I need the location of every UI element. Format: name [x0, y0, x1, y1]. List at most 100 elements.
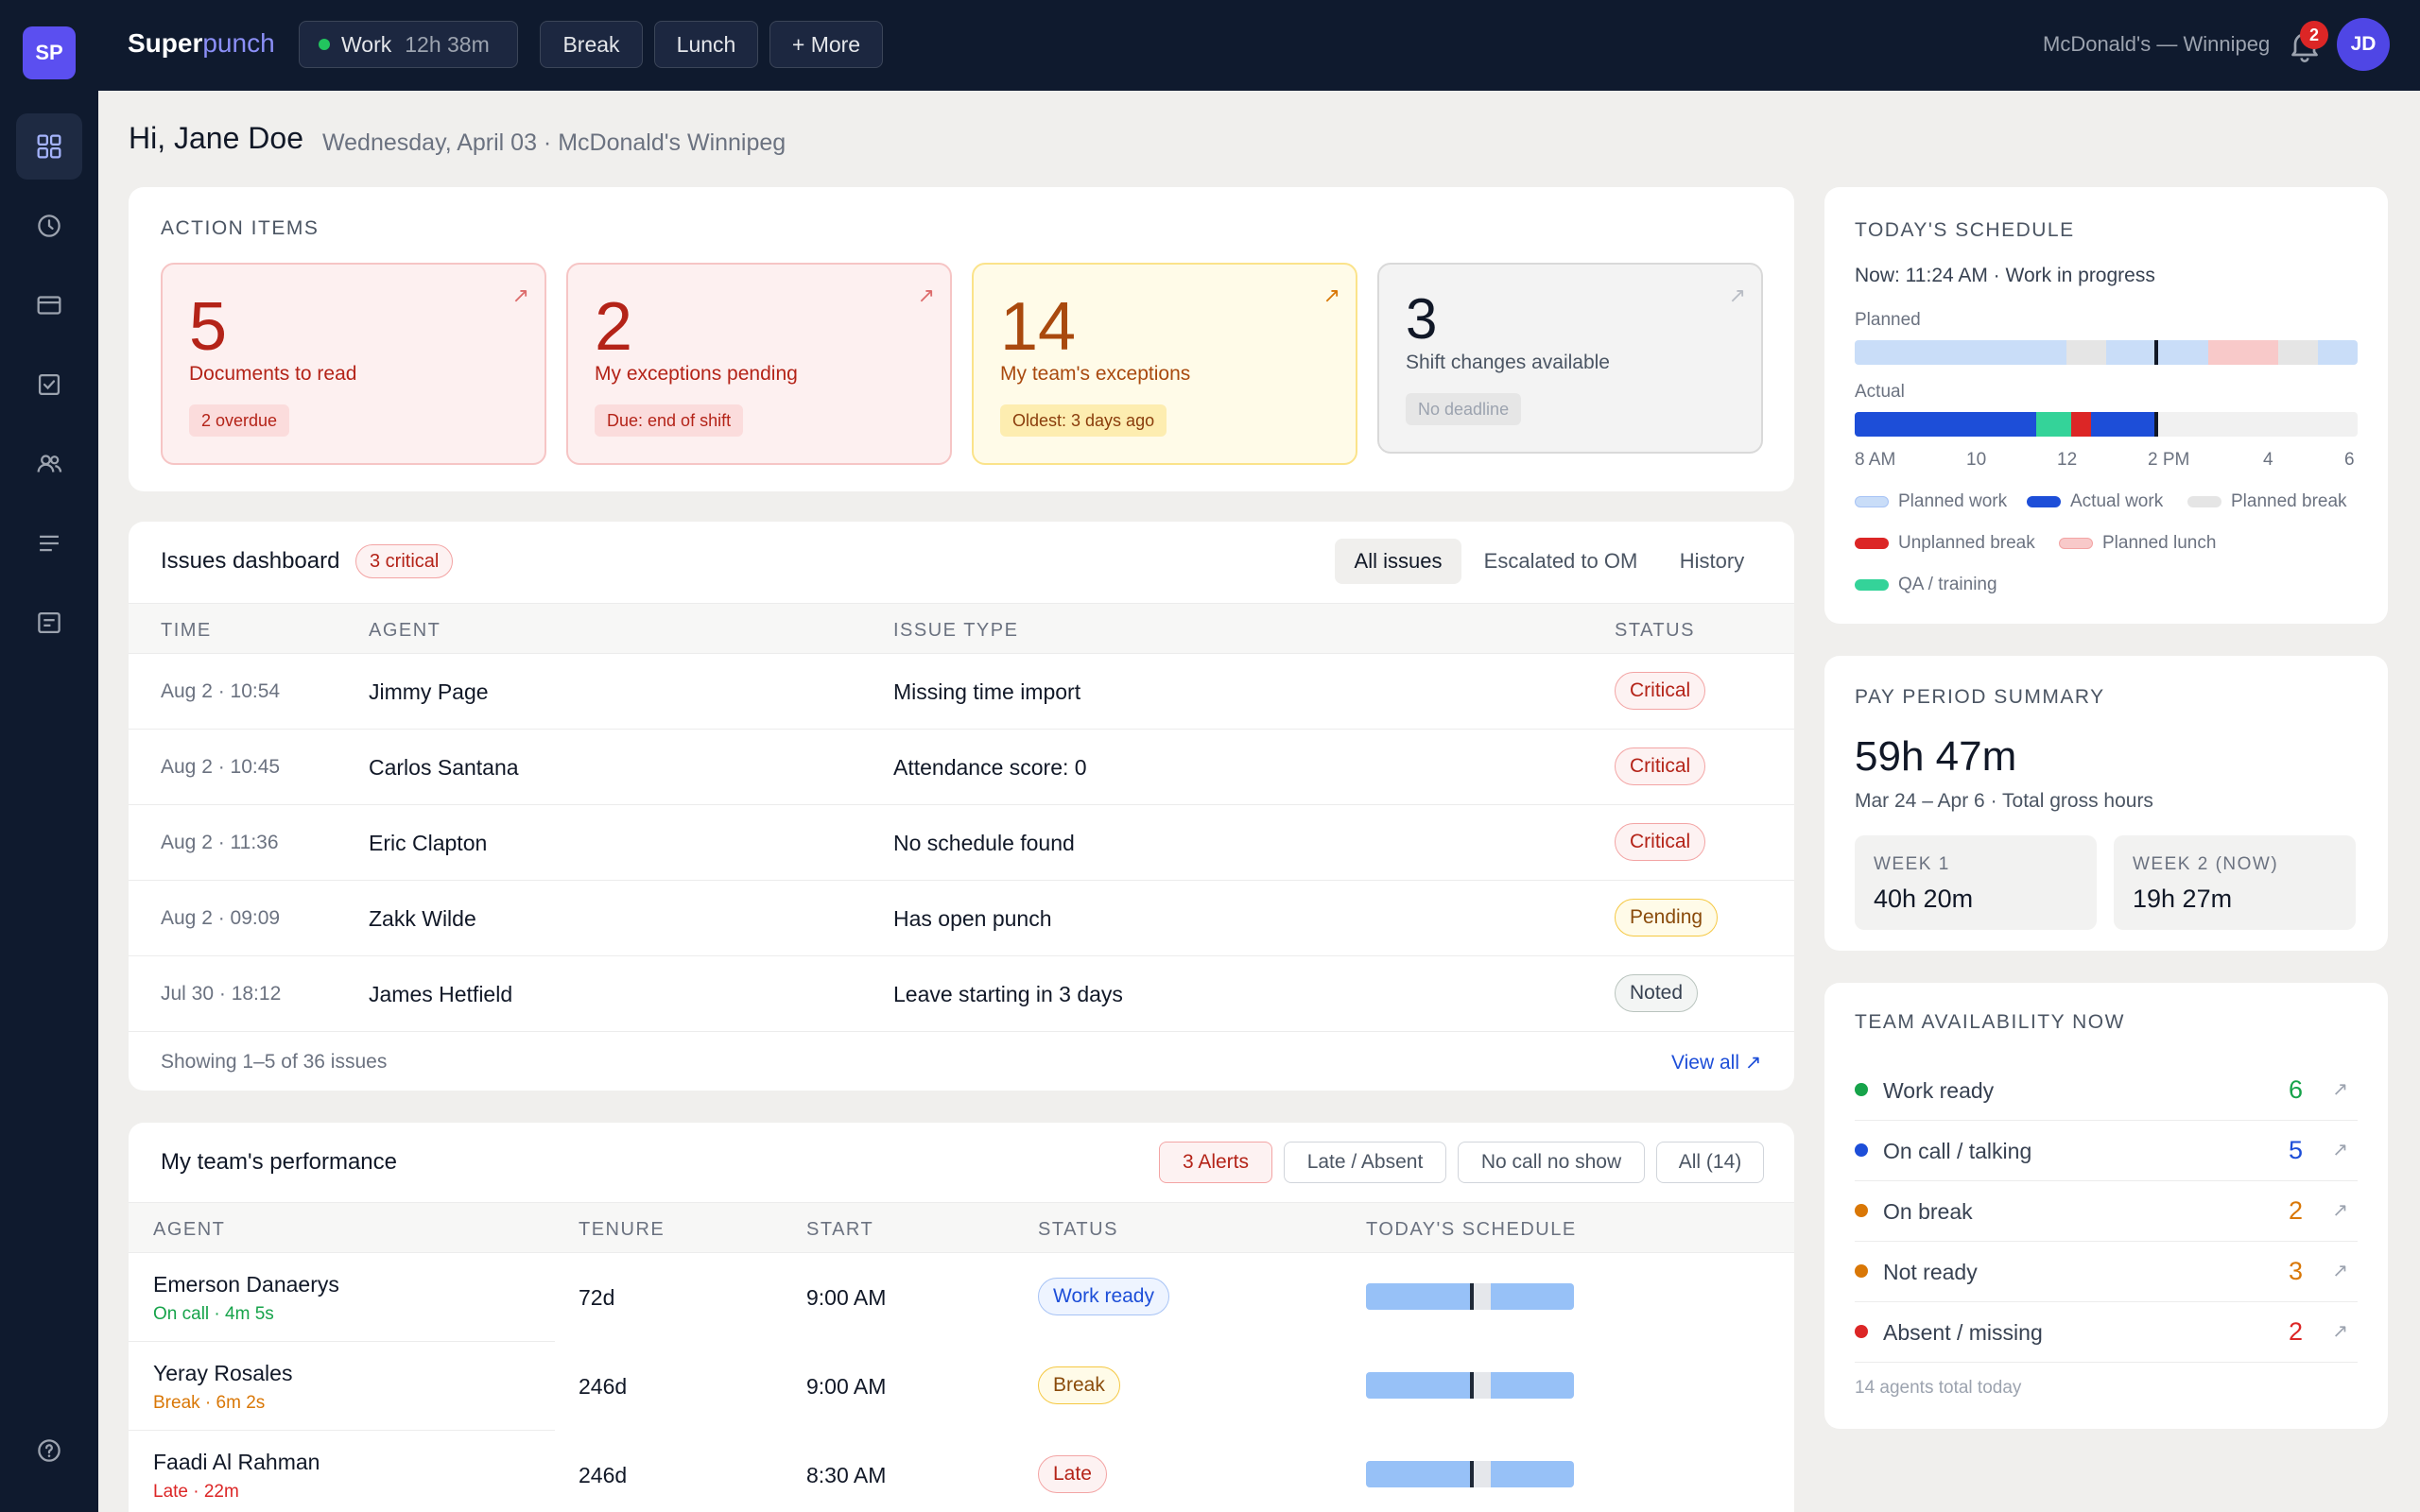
work-duration: 12h 38m: [405, 31, 490, 57]
bar-gap: [1472, 1461, 1491, 1487]
week-label: WEEK 2 (NOW): [2133, 854, 2279, 874]
schedule-mini-bar: [1366, 1372, 1574, 1399]
grid-icon: [37, 134, 61, 159]
card-icon: [37, 296, 61, 315]
filter-late-absent[interactable]: Late / Absent: [1284, 1142, 1446, 1183]
tab-all-issues[interactable]: All issues: [1335, 539, 1461, 584]
legend-swatch: [2027, 496, 2061, 507]
tab-history[interactable]: History: [1679, 549, 1745, 573]
sidebar-item-pay[interactable]: [16, 272, 82, 338]
unplanned-break-segment: [2071, 412, 2091, 437]
availability-title: TEAM AVAILABILITY NOW: [1855, 1011, 2125, 1033]
row-time: Aug 2 · 10:45: [161, 756, 281, 778]
table-row[interactable]: Aug 2 · 10:54 Jimmy Page Missing time im…: [129, 654, 1794, 730]
sidebar-item-help[interactable]: [16, 1418, 82, 1484]
sidebar-item-dashboard[interactable]: [16, 113, 82, 180]
arrow-up-right-icon: ↗: [2332, 1140, 2348, 1160]
row-agent: Carlos Santana: [369, 755, 519, 780]
row-divider: [129, 1030, 1794, 1032]
agent-start: 9:00 AM: [806, 1285, 887, 1310]
shift-changes-tile[interactable]: 3 Shift changes available No deadline ↗: [1377, 263, 1763, 454]
table-row[interactable]: Emerson Danaerys On call · 4m 5s 72d 9:0…: [129, 1253, 1794, 1342]
axis-tick: 4: [2263, 450, 2273, 470]
lunch-button[interactable]: Lunch: [654, 21, 758, 68]
legend-unplanned-break: Unplanned break: [1855, 533, 2035, 554]
arrow-up-right-icon: ↗: [1322, 284, 1340, 307]
arrow-up-right-icon: ↗: [917, 284, 935, 307]
agent-name: Faadi Al Rahman: [153, 1450, 320, 1474]
col-tenure: TENURE: [579, 1219, 666, 1240]
table-row[interactable]: Aug 2 · 11:36 Eric Clapton No schedule f…: [129, 805, 1794, 881]
row-divider: [129, 879, 1794, 881]
filter-alerts[interactable]: 3 Alerts: [1159, 1142, 1272, 1183]
row-agent: James Hetfield: [369, 982, 513, 1006]
tab-escalated[interactable]: Escalated to OM: [1483, 549, 1638, 573]
availability-row-work-ready[interactable]: Work ready 6 ↗: [1855, 1060, 2358, 1121]
my-exceptions-tile[interactable]: 2 My exceptions pending Due: end of shif…: [566, 263, 952, 465]
status-badge: Noted: [1615, 974, 1699, 1012]
view-all-link[interactable]: View all ↗: [1671, 1052, 1762, 1074]
list-icon: [40, 535, 59, 552]
table-row[interactable]: Yeray Rosales Break · 6m 2s 246d 9:00 AM…: [129, 1342, 1794, 1431]
team-exceptions-tile[interactable]: 14 My team's exceptions Oldest: 3 days a…: [972, 263, 1357, 465]
sidebar-item-time[interactable]: [16, 193, 82, 259]
table-row[interactable]: Jul 30 · 18:12 James Hetfield Leave star…: [129, 956, 1794, 1032]
sidebar-item-team[interactable]: [16, 431, 82, 497]
critical-count-badge: 3 critical: [355, 544, 454, 578]
availability-row-not-ready[interactable]: Not ready 3 ↗: [1855, 1242, 2358, 1302]
actual-work-segment: [1855, 412, 2036, 437]
filter-all[interactable]: All (14): [1656, 1142, 1764, 1183]
availability-row-on-break[interactable]: On break 2 ↗: [1855, 1181, 2358, 1242]
app-logo[interactable]: SP: [23, 26, 76, 79]
arrow-up-right-icon: ↗: [2332, 1321, 2348, 1342]
break-button[interactable]: Break: [540, 21, 643, 68]
row-issue: No schedule found: [893, 831, 1075, 855]
agent-start: 8:30 AM: [806, 1463, 887, 1487]
actual-work-segment: [2091, 412, 2154, 437]
legend-label: QA / training: [1898, 575, 1997, 594]
tile-label: My exceptions pending: [595, 363, 798, 385]
qa-training-segment: [2036, 412, 2071, 437]
col-agent: AGENT: [153, 1219, 226, 1240]
row-divider: [129, 1429, 555, 1431]
sidebar-item-documents[interactable]: [16, 590, 82, 656]
status-dot-icon: [1855, 1083, 1868, 1096]
axis-tick: 6: [2344, 450, 2355, 470]
col-issue-type: ISSUE TYPE: [893, 620, 1019, 641]
planned-bar: [1855, 340, 2358, 365]
avatar[interactable]: JD: [2337, 18, 2390, 71]
row-divider: [1855, 1300, 2358, 1302]
row-time: Aug 2 · 10:54: [161, 680, 281, 702]
agent-tenure: 72d: [579, 1285, 615, 1310]
table-row[interactable]: Aug 2 · 09:09 Zakk Wilde Has open punch …: [129, 881, 1794, 956]
tile-chip: No deadline: [1406, 393, 1522, 425]
agent-start: 9:00 AM: [806, 1374, 887, 1399]
sidebar-item-tasks[interactable]: [16, 352, 82, 418]
row-time: Jul 30 · 18:12: [161, 983, 282, 1005]
documents-to-read-tile[interactable]: 5 Documents to read 2 overdue ↗: [161, 263, 546, 465]
work-status-button[interactable]: Work 12h 38m: [299, 21, 518, 68]
agent-name: Emerson Danaerys: [153, 1272, 339, 1297]
more-button[interactable]: + More: [769, 21, 883, 68]
availability-row-absent[interactable]: Absent / missing 2 ↗: [1855, 1302, 2358, 1363]
arrow-up-right-icon: ↗: [1728, 284, 1746, 307]
row-divider: [129, 803, 1794, 805]
col-agent: AGENT: [369, 620, 441, 641]
table-row[interactable]: Aug 2 · 10:45 Carlos Santana Attendance …: [129, 730, 1794, 805]
status-badge: Work ready: [1038, 1278, 1169, 1315]
location-label: McDonald's — Winnipeg: [2043, 32, 2271, 56]
issues-title: Issues dashboard: [161, 548, 340, 574]
filter-no-call-no-show[interactable]: No call no show: [1458, 1142, 1645, 1183]
tile-label: My team's exceptions: [1000, 363, 1191, 385]
axis-tick: 12: [2057, 450, 2078, 470]
agent-substatus: Break · 6m 2s: [153, 1393, 266, 1413]
availability-row-on-call[interactable]: On call / talking 5 ↗: [1855, 1121, 2358, 1181]
legend-label: Planned lunch: [2102, 533, 2217, 553]
availability-count: 6: [2288, 1075, 2303, 1104]
team-availability-card: TEAM AVAILABILITY NOW Work ready 6 ↗ On …: [1824, 983, 2388, 1429]
planned-break-segment: [2066, 340, 2106, 365]
col-status: STATUS: [1615, 620, 1695, 641]
table-row[interactable]: Faadi Al Rahman Late · 22m 246d 8:30 AM …: [129, 1431, 1794, 1512]
sidebar-item-reports[interactable]: [16, 510, 82, 576]
brand-bold: Super: [128, 28, 203, 58]
